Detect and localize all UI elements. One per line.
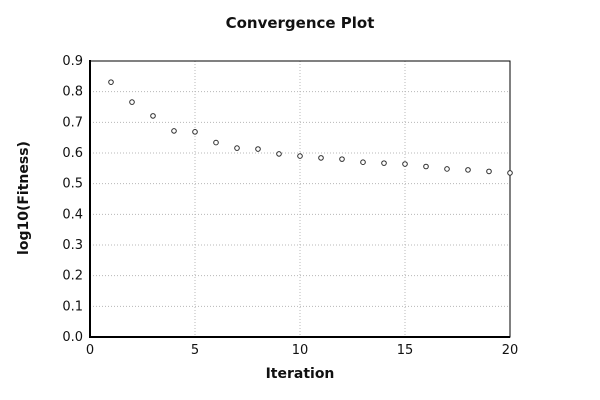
y-tick-label: 0.9 [62,54,83,69]
data-point [255,146,261,152]
data-point [360,159,366,165]
data-point [297,153,303,159]
x-tick-label: 20 [502,343,519,358]
x-tick-label: 0 [86,343,94,358]
x-axis-label: Iteration [265,366,335,382]
data-point [192,129,198,135]
data-point [234,145,240,151]
data-point [171,128,177,134]
data-point [444,166,450,172]
data-point [276,151,282,157]
y-tick-label: 0.6 [62,146,83,161]
x-tick-label: 10 [292,343,309,358]
x-tick-label: 15 [397,343,414,358]
y-tick-label: 0.4 [62,207,83,222]
y-tick-label: 0.5 [62,177,83,192]
data-point [339,156,345,162]
data-point [486,168,492,175]
data-point [423,163,429,170]
x-tick-label: 5 [191,343,199,358]
chart-title: Convergence Plot [225,14,375,32]
data-point [507,170,513,176]
data-point [381,160,387,166]
data-point [213,139,219,146]
y-tick-label: 0.8 [62,85,83,100]
y-tick-label: 0.1 [62,299,83,314]
data-point [129,99,135,105]
y-tick-label: 0.7 [62,115,83,130]
data-point [402,161,408,167]
data-point [465,167,471,173]
data-point [150,113,156,119]
data-point [318,155,324,161]
y-tick-label: 0.0 [62,330,83,345]
y-tick-label: 0.2 [62,269,83,284]
y-tick-label: 0.3 [62,238,83,253]
data-point [108,79,114,85]
